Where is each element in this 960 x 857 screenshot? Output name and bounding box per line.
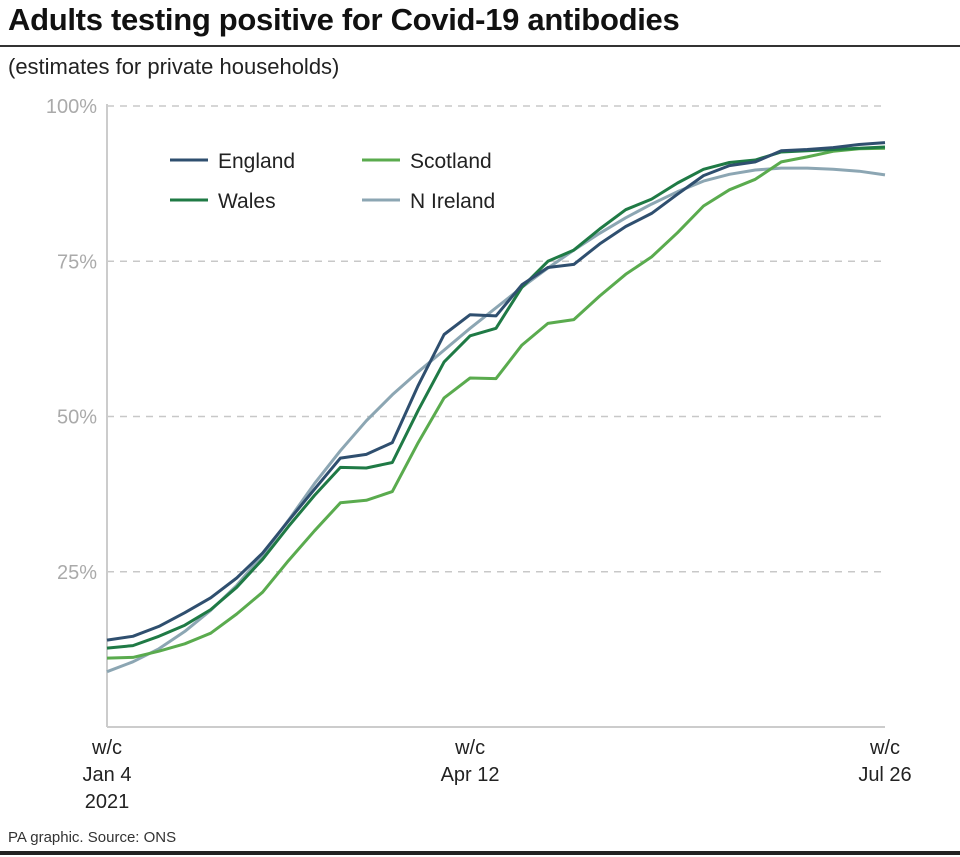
series-line-wales (106, 145, 886, 650)
source-note: PA graphic. Source: ONS (8, 829, 177, 846)
footer-divider (0, 851, 960, 855)
axes (106, 104, 885, 728)
legend-label: Scotland (410, 150, 492, 173)
series-line-england (106, 141, 886, 642)
grid-lines (107, 105, 885, 573)
legend-label: N Ireland (410, 190, 495, 213)
title-divider (0, 45, 960, 47)
y-tick-label: 75% (57, 251, 97, 273)
series-line-scotland (106, 146, 886, 660)
legend-item-n-ireland: N Ireland (362, 190, 495, 213)
legend-item-england: England (170, 150, 295, 173)
y-tick-label: 50% (57, 407, 97, 429)
x-tick-label: 2021 (85, 791, 130, 813)
x-tick-labels: w/c Jan 4 2021 w/c Apr 12 w/c Jul 26 (83, 737, 912, 813)
series-lines (106, 141, 886, 674)
y-tick-labels: 25% 50% 75% 100% (46, 96, 97, 584)
x-tick-label: Jul 26 (858, 764, 911, 786)
x-tick-label: w/c (454, 737, 485, 759)
x-tick-label: w/c (91, 737, 122, 759)
y-tick-label: 25% (57, 562, 97, 584)
x-tick-label: Apr 12 (441, 764, 500, 786)
legend-item-wales: Wales (170, 190, 276, 213)
legend-label: Wales (218, 190, 276, 213)
legend-item-scotland: Scotland (362, 150, 492, 173)
x-tick-label: Jan 4 (83, 764, 132, 786)
y-tick-label: 100% (46, 96, 97, 118)
legend-label: England (218, 150, 295, 173)
chart-title: Adults testing positive for Covid-19 ant… (8, 2, 680, 37)
chart-subtitle: (estimates for private households) (8, 54, 340, 79)
x-tick-label: w/c (869, 737, 900, 759)
legend: England Wales Scotland N Ireland (170, 150, 495, 213)
series-line-n-ireland (106, 166, 886, 674)
